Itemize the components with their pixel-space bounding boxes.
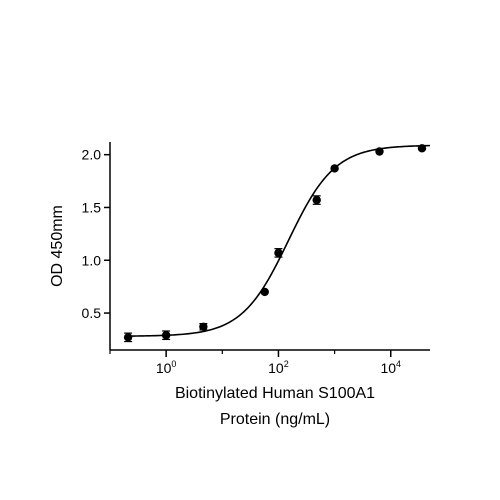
data-point — [330, 164, 339, 173]
y-axis-title: OD 450mm — [49, 205, 66, 287]
y-tick-label: 1.0 — [82, 252, 102, 268]
y-tick-label: 0.5 — [82, 305, 102, 321]
x-axis-title-line-2: Protein (ng/mL) — [220, 411, 330, 428]
y-tick-label: 2.0 — [82, 147, 102, 163]
data-point — [375, 147, 384, 156]
y-ticks: 0.5 1.0 1.5 2.0 — [82, 147, 110, 321]
data-point — [312, 195, 321, 205]
data-point — [161, 331, 171, 340]
x-axis-title-line-1: Biotinylated Human S100A1 — [175, 385, 375, 402]
x-tick-label: 102 — [268, 359, 289, 376]
fit-curve — [126, 144, 431, 337]
y-tick-label: 1.5 — [82, 199, 102, 215]
x-tick-label: 100 — [156, 359, 177, 376]
axes — [109, 142, 430, 351]
x-tick-label: 104 — [380, 359, 401, 376]
data-point — [274, 248, 283, 258]
data-point — [417, 144, 427, 153]
data-points — [123, 144, 427, 343]
data-point — [260, 287, 269, 297]
data-point — [199, 322, 208, 331]
data-point — [123, 333, 133, 342]
x-ticks: 100 102 104 — [109, 350, 401, 376]
